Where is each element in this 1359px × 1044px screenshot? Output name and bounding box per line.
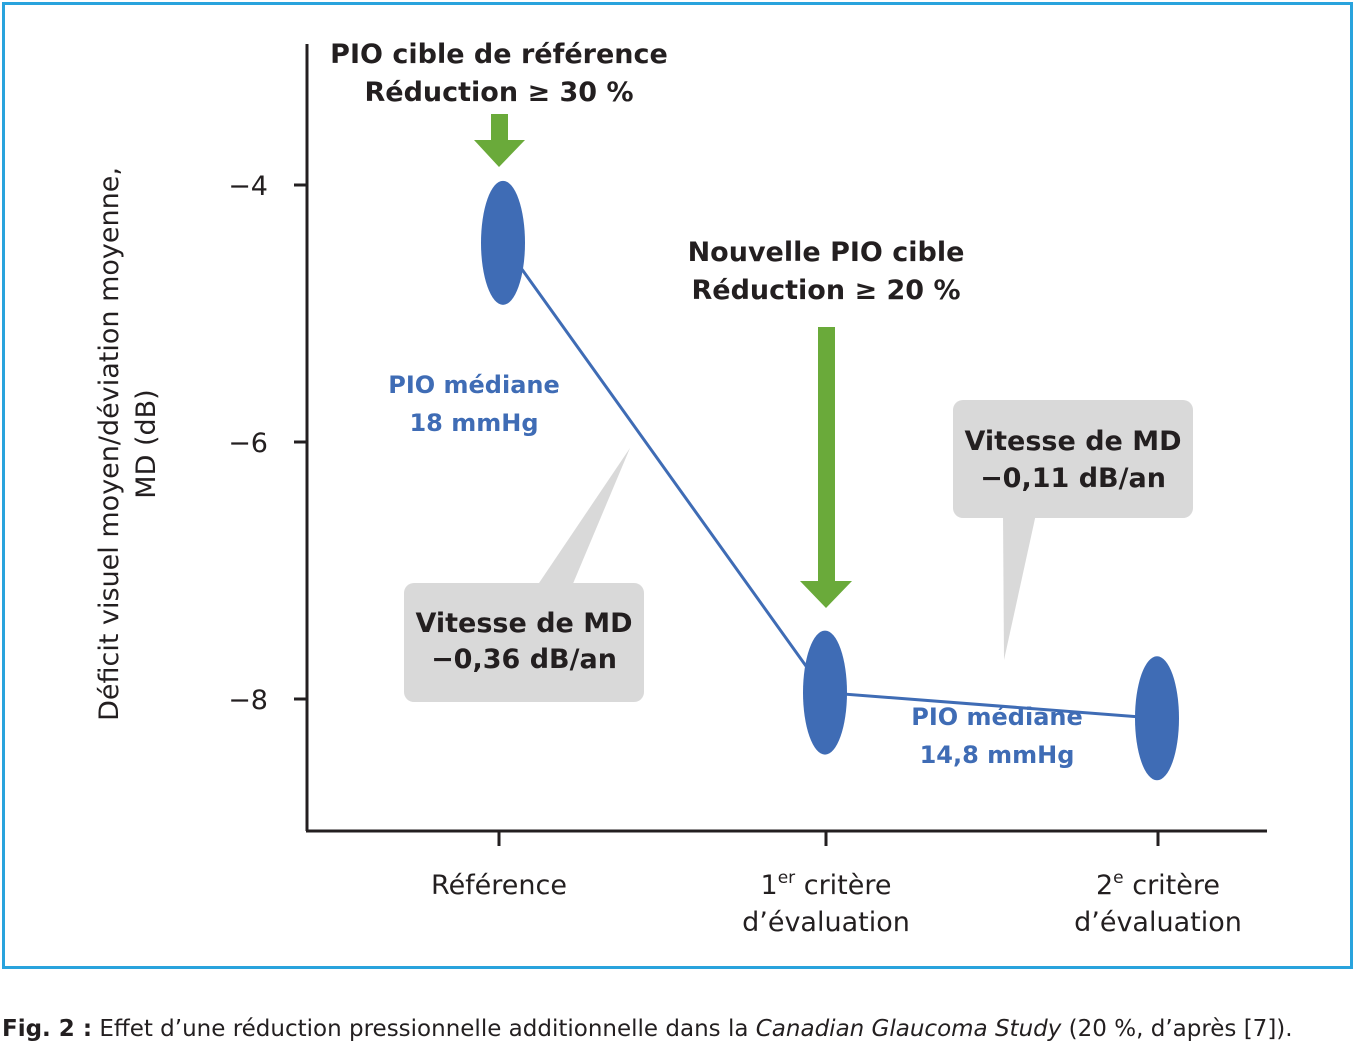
target-ref-line1: PIO cible de référence (330, 39, 668, 70)
y-ticks: −4 −6 −8 (228, 171, 307, 716)
arrow-target-ref-head (474, 140, 525, 167)
md-marker (1135, 656, 1179, 781)
x-tick-label: 1er critère (761, 868, 892, 901)
y-tick-label: −4 (228, 171, 268, 202)
target-new-line1: Nouvelle PIO cible (688, 237, 965, 268)
arrow-target-new-head (800, 581, 852, 608)
caption-label: Fig. 2 : (2, 1016, 93, 1042)
arrow-target-ref (474, 114, 525, 167)
caption-text-before: Effet d’une réduction pressionnelle addi… (92, 1016, 756, 1042)
callout-rate-1-line1: Vitesse de MD (415, 608, 632, 639)
caption-text-after: (20 %, d’après [7]). (1061, 1016, 1293, 1042)
target-new-line2: Réduction ≥ 20 % (691, 275, 960, 306)
x-tick-label-line2: d’évaluation (1074, 907, 1242, 938)
callout-rate-1: Vitesse de MD −0,36 dB/an (404, 448, 644, 702)
x-ticks: Référence 1er critère d’évaluation 2e critè… (431, 831, 1242, 938)
md-markers (481, 180, 1179, 781)
median-1-line2: 18 mmHg (409, 409, 538, 437)
x-tick-label: Référence (431, 870, 567, 901)
arrow-target-ref-shaft (491, 114, 508, 140)
x-tick-label: 2e critère (1096, 868, 1220, 901)
callout-rate-2-pointer (1003, 514, 1036, 660)
target-ref-line2: Réduction ≥ 30 % (364, 77, 633, 108)
y-axis-label: Déficit visuel moyen/déviation moyenne, … (94, 167, 162, 721)
callout-rate-2: Vitesse de MD −0,11 dB/an (953, 400, 1193, 660)
arrow-target-new-shaft (818, 327, 835, 583)
caption-study-name: Canadian Glaucoma Study (755, 1016, 1062, 1042)
y-tick-label: −6 (228, 428, 268, 459)
x-tick-label-line2: d’évaluation (742, 907, 910, 938)
y-axis-label-line1: Déficit visuel moyen/déviation moyenne, (94, 167, 125, 721)
y-axis-label-line2: MD (dB) (131, 389, 162, 498)
md-marker (481, 180, 525, 305)
callout-rate-2-line2: −0,11 dB/an (980, 463, 1166, 494)
median-2-line1: PIO médiane (911, 703, 1083, 731)
md-progression-chart: Déficit visuel moyen/déviation moyenne, … (94, 39, 1267, 938)
callout-rate-1-box (404, 583, 644, 702)
arrow-target-new (800, 327, 852, 608)
callout-rate-2-box (953, 400, 1193, 518)
figure-caption: Fig. 2 : Effet d’une réduction pressionn… (2, 1014, 1357, 1044)
median-1-line1: PIO médiane (388, 371, 560, 399)
md-marker (803, 630, 847, 755)
callout-rate-1-line2: −0,36 dB/an (431, 644, 617, 675)
median-2-line2: 14,8 mmHg (920, 741, 1075, 769)
callout-rate-1-pointer (537, 448, 630, 586)
y-tick-label: −8 (228, 685, 268, 716)
callout-rate-2-line1: Vitesse de MD (964, 426, 1181, 457)
